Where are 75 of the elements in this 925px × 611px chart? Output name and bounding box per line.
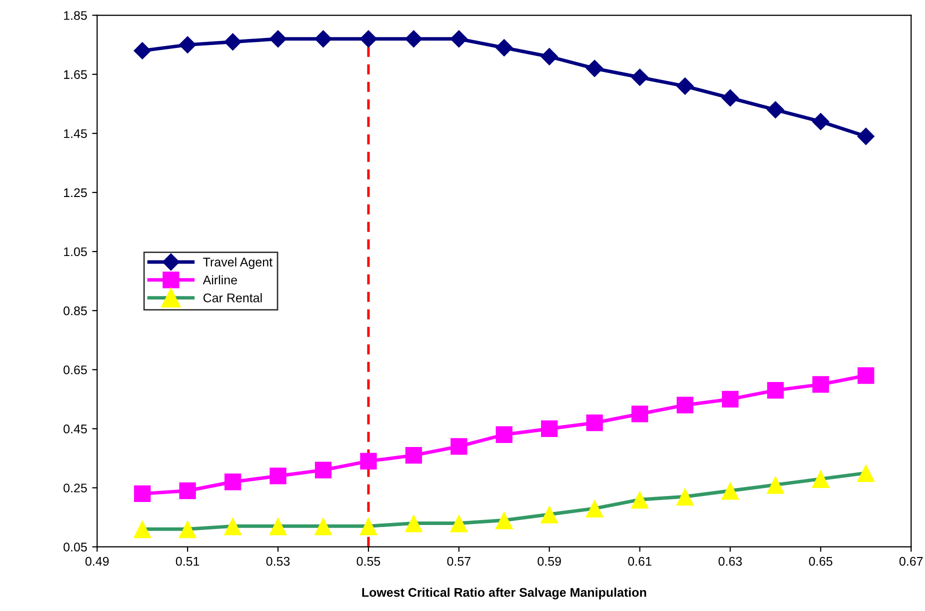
point — [269, 30, 287, 48]
point — [268, 517, 288, 536]
point — [179, 36, 196, 54]
point — [405, 446, 422, 464]
point — [676, 78, 694, 95]
point — [721, 482, 740, 500]
point — [314, 517, 332, 536]
point — [766, 476, 784, 494]
point — [314, 462, 332, 478]
point — [224, 474, 242, 490]
x-tick-label: 0.49 — [85, 556, 109, 566]
point — [133, 520, 152, 538]
point — [496, 39, 513, 56]
point — [586, 60, 604, 77]
point — [314, 30, 332, 48]
legend-label: Airline — [202, 275, 238, 284]
point — [450, 30, 468, 48]
point — [858, 367, 874, 384]
point — [631, 68, 648, 86]
point — [812, 376, 830, 393]
point — [676, 396, 694, 414]
y-tick-label: 0.25 — [64, 484, 87, 492]
point — [767, 382, 784, 399]
point — [179, 482, 196, 500]
x-tick-label: 0.59 — [538, 556, 561, 566]
point — [495, 511, 514, 530]
point — [630, 490, 649, 509]
point — [270, 468, 286, 484]
x-tick-label: 0.51 — [176, 556, 200, 566]
point — [676, 488, 694, 506]
point — [360, 30, 378, 48]
y-tick-label: 1.25 — [64, 188, 87, 198]
y-tick-label: 1.05 — [64, 247, 87, 256]
y-tick-label: 0.65 — [64, 365, 87, 374]
point — [722, 390, 739, 408]
point — [541, 420, 558, 438]
y-tick-label: 1.45 — [64, 129, 87, 138]
point — [812, 113, 830, 130]
point — [586, 499, 604, 518]
point — [134, 42, 151, 60]
point — [178, 520, 197, 538]
y-tick-label: 0.85 — [64, 306, 87, 316]
point — [404, 514, 423, 532]
x-tick-label: 0.53 — [266, 556, 290, 566]
point — [224, 517, 242, 536]
point — [405, 30, 422, 48]
point — [722, 89, 739, 107]
x-tick-label: 0.65 — [809, 556, 832, 566]
y-tick-label: 0.05 — [64, 542, 87, 552]
point — [857, 128, 874, 145]
point — [540, 48, 558, 66]
x-axis-title: Lowest Critical Ratio after Salvage Manipulation — [362, 588, 646, 600]
point — [856, 464, 875, 482]
x-tick-label: 0.55 — [356, 556, 380, 566]
x-tick-label: 0.57 — [447, 556, 470, 566]
legend-label: Car Rental — [203, 293, 262, 302]
y-tick-label: 1.65 — [64, 70, 87, 79]
point — [496, 426, 512, 443]
point — [224, 33, 242, 50]
point — [766, 101, 784, 118]
point — [631, 406, 648, 422]
point — [134, 485, 151, 502]
point — [586, 414, 603, 432]
y-tick-label: 1.85 — [64, 11, 87, 20]
point — [450, 438, 468, 455]
point — [540, 505, 558, 524]
point — [812, 470, 830, 488]
point — [359, 517, 378, 536]
point — [450, 514, 468, 532]
legend-label: Travel Agent — [203, 257, 272, 269]
x-tick-label: 0.67 — [899, 556, 923, 566]
x-tick-label: 0.63 — [718, 556, 742, 566]
x-tick-label: 0.61 — [628, 556, 652, 566]
y-tick-label: 0.45 — [64, 424, 87, 434]
point — [360, 452, 377, 470]
